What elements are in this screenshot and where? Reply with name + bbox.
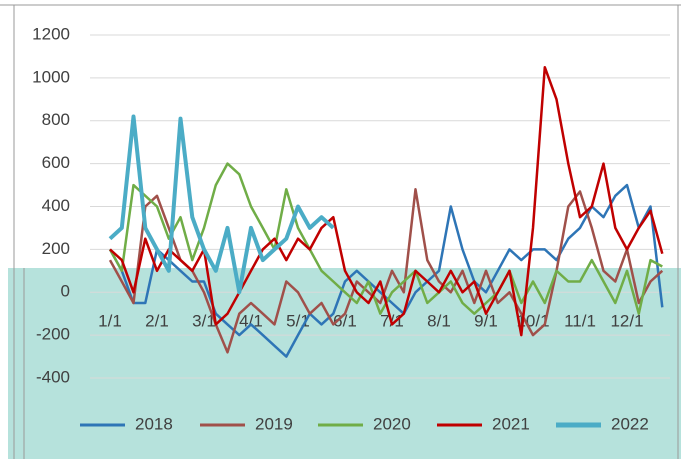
series-line: [108, 188, 664, 354]
series-line: [108, 183, 664, 358]
overlay: [8, 268, 681, 459]
x-tick-label: 8/1: [427, 311, 451, 330]
x-tick-label: 9/1: [474, 311, 498, 330]
y-tick-label: 400: [42, 196, 70, 215]
x-tick-label: 1/1: [98, 311, 122, 330]
series-line: [109, 65, 664, 337]
x-tick-label: 2/1: [145, 311, 169, 330]
legend-label: 2022: [611, 414, 649, 433]
series-line: [108, 114, 335, 295]
legend-label: 2021: [492, 414, 530, 433]
y-tick-label: 0: [61, 282, 70, 301]
legend-label: 2018: [135, 414, 173, 433]
y-tick-label: 1000: [32, 67, 70, 86]
y-tick-label: -200: [36, 325, 70, 344]
y-tick-label: 200: [42, 239, 70, 258]
x-tick-label: 12/1: [610, 311, 643, 330]
y-tick-label: 600: [42, 153, 70, 172]
y-tick-label: 800: [42, 110, 70, 129]
y-tick-label: 1200: [32, 24, 70, 43]
x-tick-label: 10/1: [516, 311, 549, 330]
x-tick-label: 11/1: [564, 311, 596, 330]
legend-label: 2019: [255, 414, 293, 433]
y-tick-label: -400: [36, 367, 70, 386]
x-tick-label: 3/1: [192, 311, 216, 330]
x-tick-label: 6/1: [333, 311, 357, 330]
x-tick-label: 4/1: [239, 311, 263, 330]
legend-label: 2020: [373, 414, 411, 433]
